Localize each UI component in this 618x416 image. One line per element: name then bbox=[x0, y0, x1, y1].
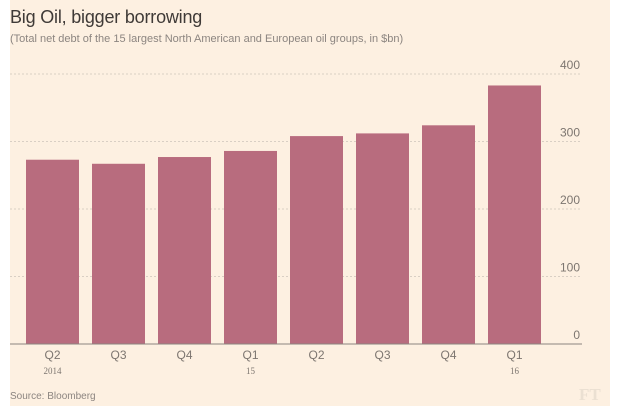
y-tick-label: 200 bbox=[560, 193, 580, 207]
chart-subtitle: (Total net debt of the 15 largest North … bbox=[10, 33, 404, 45]
source-note: Source: Bloomberg bbox=[10, 391, 96, 402]
bar-5 bbox=[356, 133, 409, 344]
bar-3 bbox=[224, 150, 277, 344]
bar-2 bbox=[158, 157, 211, 344]
bar-1 bbox=[92, 163, 145, 344]
x-tick-sublabel: 2014 bbox=[44, 366, 63, 376]
chart-title: Big Oil, bigger borrowing bbox=[10, 7, 203, 27]
x-tick-sublabel: 16 bbox=[510, 366, 520, 376]
y-tick-label: 300 bbox=[560, 126, 580, 140]
bar-6 bbox=[422, 125, 475, 344]
x-tick-sublabel: 15 bbox=[246, 366, 256, 376]
x-tick-label: Q4 bbox=[440, 348, 456, 362]
x-tick-label: Q2 bbox=[308, 348, 324, 362]
x-tick-label: Q1 bbox=[242, 348, 258, 362]
x-tick-label: Q1 bbox=[506, 348, 522, 362]
x-tick-label: Q3 bbox=[110, 348, 126, 362]
bar-4 bbox=[290, 136, 343, 344]
y-tick-label: 0 bbox=[573, 328, 580, 342]
bar-0 bbox=[26, 159, 79, 344]
x-tick-label: Q4 bbox=[176, 348, 192, 362]
y-tick-labels: 0 100 200 300 400 bbox=[560, 58, 580, 342]
x-tick-label: Q2 bbox=[44, 348, 60, 362]
y-tick-label: 400 bbox=[560, 58, 580, 72]
bar-7 bbox=[488, 85, 541, 344]
x-tick-labels: Q2 2014 Q3 Q4 Q1 15 Q2 Q3 Q4 Q1 16 bbox=[44, 348, 523, 376]
ft-logo: FT bbox=[579, 385, 601, 404]
bars bbox=[26, 85, 541, 344]
x-tick-label: Q3 bbox=[374, 348, 390, 362]
y-tick-label: 100 bbox=[560, 261, 580, 275]
